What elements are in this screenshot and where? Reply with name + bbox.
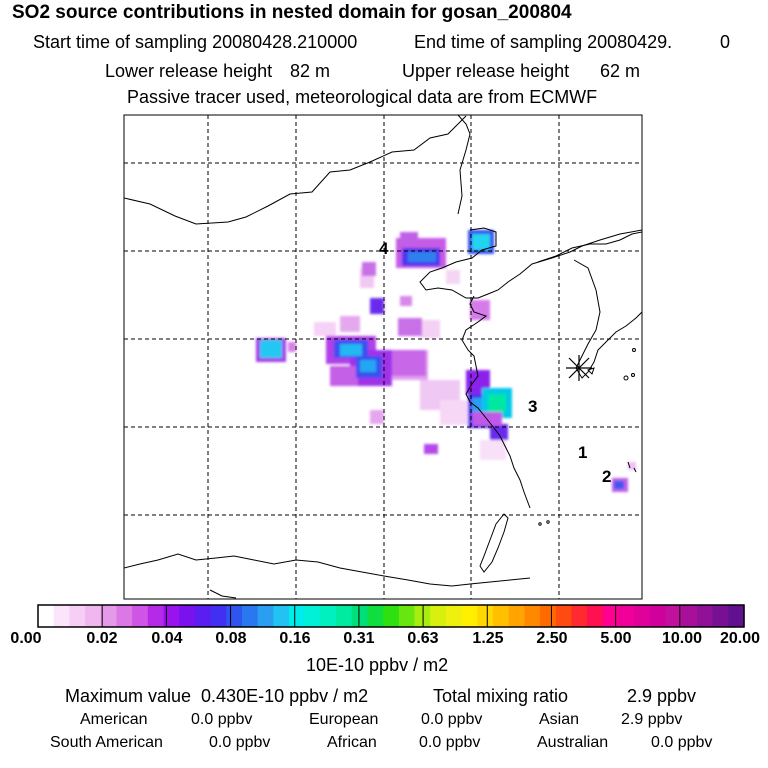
colorbar-swatch [210,605,227,627]
colorbar-tick-10: 10.00 [661,630,703,647]
colorbar-tick-1: 0.02 [86,630,118,647]
colorbar-swatch [540,605,557,627]
colorbar-swatch [273,605,290,627]
colorbar-tick-2: 0.04 [151,630,183,647]
upper-height-value: 62 m [600,61,641,81]
colorbar-swatch [38,605,55,627]
colorbar-unit: 10E-10 ppbv / m2 [306,655,449,675]
total-mixing-label: Total mixing ratio [433,686,569,706]
colorbar-swatch [304,605,321,627]
tracer-note: Passive tracer used, meteorological data… [127,87,598,107]
colorbar-swatch [712,605,729,627]
colorbar-swatch [571,605,588,627]
region-label-1: 1 [578,443,588,462]
region-label-2: 2 [602,467,612,486]
colorbar-tick-11: 20.00 [719,630,761,647]
colorbar-swatch [555,605,573,627]
colorbar-swatch [320,605,337,627]
colorbar-frame [37,604,745,628]
colorbar-tick-0: 0.00 [10,630,42,647]
region-value-south-american: 0.0 ppbv [209,734,271,751]
colorbar [38,605,745,627]
total-mixing-value: 2.9 ppbv [627,686,697,706]
colorbar-swatch [445,605,463,627]
colorbar-swatch [69,605,86,627]
colorbar-swatch [257,605,274,627]
region-name-european: European [309,711,379,728]
map-area [124,115,642,599]
colorbar-swatch [147,605,165,627]
lower-height-value: 82 m [290,61,331,81]
colorbar-swatch [132,605,149,627]
colorbar-swatch [649,605,667,627]
colorbar-swatch [383,605,400,627]
colorbar-swatch [53,605,70,627]
colorbar-swatch [116,605,133,627]
end-time-label: End time of sampling 20080429. [414,32,673,52]
colorbar-swatch [398,605,416,627]
colorbar-swatch [524,605,541,627]
colorbar-swatch [351,605,369,627]
colorbar-swatch [492,605,510,627]
colorbar-tick-5: 0.31 [343,630,375,647]
max-value-label: Maximum value 0.430E-10 ppbv / m2 [65,686,369,706]
lower-height-label: Lower release height [105,61,273,81]
colorbar-swatch [587,605,604,627]
region-name-south-american: South American [50,734,163,751]
region-name-american: American [80,711,148,728]
colorbar-tick-3: 0.08 [215,630,247,647]
map-frame [123,114,643,600]
colorbar-swatch [618,605,635,627]
colorbar-tick-4: 0.16 [279,630,311,647]
colorbar-swatch [336,605,353,627]
colorbar-dividers [101,605,681,627]
region-name-asian: Asian [539,711,580,728]
colorbar-swatch [430,605,447,627]
colorbar-swatch [508,605,525,627]
colorbar-swatch [179,605,196,627]
colorbar-tick-7: 1.25 [472,630,504,647]
region-name-australian: Australian [537,734,609,751]
coastlines [124,115,642,599]
colorbar-swatch [681,605,698,627]
colorbar-swatch [241,605,259,627]
region-value-asian: 2.9 ppbv [621,711,683,728]
colorbar-swatch [696,605,714,627]
colorbar-tick-8: 2.50 [536,630,568,647]
colorbar-swatch [85,605,102,627]
colorbar-swatch [602,605,620,627]
upper-height-label: Upper release height [402,61,570,81]
colorbar-swatch [728,605,745,627]
end-time-suffix: 0 [720,32,731,52]
colorbar-swatch [100,605,118,627]
region-label-3: 3 [528,397,538,416]
region-value-european: 0.0 ppbv [421,711,483,728]
colorbar-swatch [226,605,243,627]
colorbar-swatch [163,605,180,627]
colorbar-swatch [477,605,494,627]
start-time-label: Start time of sampling 20080428.210000 [33,32,358,52]
region-value-african: 0.0 ppbv [419,734,481,751]
map-grid [124,115,642,599]
receptor-marker [566,355,592,381]
region-label-4: 4 [379,239,389,258]
concentration-field [256,230,636,492]
colorbar-swatch [194,605,212,627]
colorbar-swatch [461,605,478,627]
region-name-african: African [327,734,377,751]
colorbar-swatch [665,605,682,627]
colorbar-swatch [634,605,651,627]
region-value-australian: 0.0 ppbv [651,734,713,751]
region-value-american: 0.0 ppbv [191,711,253,728]
figure-title: SO2 source contributions in nested domai… [12,2,572,23]
colorbar-tick-6: 0.63 [407,630,439,647]
colorbar-tick-9: 5.00 [600,630,632,647]
colorbar-swatch [289,605,306,627]
colorbar-swatch [367,605,384,627]
